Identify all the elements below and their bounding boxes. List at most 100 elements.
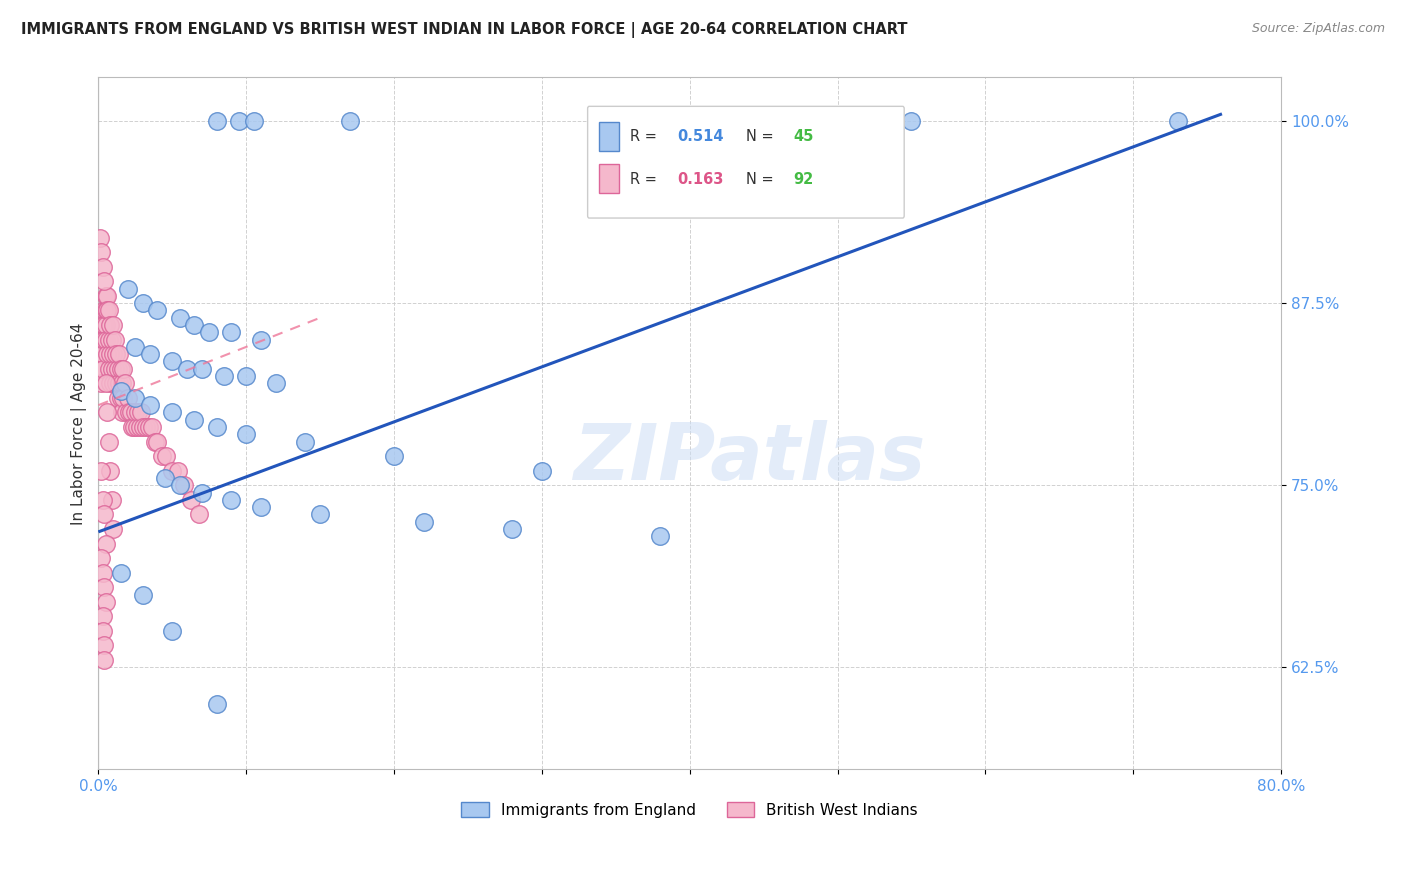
Point	[90, 245, 112, 260]
Point	[96, 347, 118, 361]
Point	[205, 114, 228, 128]
Point	[97, 361, 120, 376]
Point	[94, 376, 117, 391]
Point	[124, 340, 146, 354]
Point	[228, 114, 250, 128]
Text: ZIPatlas: ZIPatlas	[572, 420, 925, 496]
Point	[221, 326, 243, 340]
Point	[124, 391, 146, 405]
Point	[153, 471, 176, 485]
Point	[501, 522, 523, 536]
Point	[97, 303, 120, 318]
Point	[167, 464, 190, 478]
Point	[101, 376, 124, 391]
Point	[108, 347, 131, 361]
Point	[97, 434, 120, 449]
Point	[114, 376, 136, 391]
Point	[183, 318, 205, 332]
Point	[96, 405, 118, 419]
Point	[89, 230, 111, 244]
Point	[138, 420, 160, 434]
Point	[169, 478, 191, 492]
Point	[90, 464, 112, 478]
Point	[94, 318, 117, 332]
Point	[90, 347, 112, 361]
Point	[94, 333, 117, 347]
Point	[93, 508, 115, 522]
Point	[107, 361, 129, 376]
Point	[91, 624, 114, 638]
Point	[94, 536, 117, 550]
Point	[139, 398, 162, 412]
Point	[135, 420, 157, 434]
Point	[93, 653, 115, 667]
Point	[96, 303, 118, 318]
Point	[100, 333, 122, 347]
Point	[212, 369, 235, 384]
Point	[93, 639, 115, 653]
Point	[98, 318, 121, 332]
Point	[146, 434, 169, 449]
Point	[131, 587, 153, 601]
Point	[91, 260, 114, 274]
Point	[124, 405, 146, 419]
Legend: Immigrants from England, British West Indians: Immigrants from England, British West In…	[456, 796, 924, 824]
Point	[101, 522, 124, 536]
Point	[110, 384, 132, 398]
Point	[108, 376, 131, 391]
Point	[94, 595, 117, 609]
Point	[101, 347, 124, 361]
Point	[104, 333, 127, 347]
Point	[191, 361, 214, 376]
Point	[112, 391, 135, 405]
Point	[530, 464, 553, 478]
Point	[169, 310, 191, 325]
Point	[198, 326, 221, 340]
Point	[91, 609, 114, 624]
Y-axis label: In Labor Force | Age 20-64: In Labor Force | Age 20-64	[72, 322, 87, 524]
Point	[89, 347, 111, 361]
Point	[97, 333, 120, 347]
Point	[105, 376, 128, 391]
Point	[250, 333, 273, 347]
Point	[90, 361, 112, 376]
Point	[294, 434, 316, 449]
Point	[162, 405, 184, 419]
Point	[205, 697, 228, 711]
Point	[104, 361, 127, 376]
Point	[118, 405, 141, 419]
Point	[250, 500, 273, 515]
Point	[111, 405, 134, 419]
Point	[111, 376, 134, 391]
Point	[98, 464, 121, 478]
Point	[162, 464, 184, 478]
Point	[98, 376, 121, 391]
Point	[162, 624, 184, 638]
Point	[94, 289, 117, 303]
Point	[93, 580, 115, 594]
Point	[382, 449, 405, 463]
Point	[221, 492, 243, 507]
Point	[117, 391, 139, 405]
Point	[110, 566, 132, 580]
Point	[100, 361, 122, 376]
Point	[107, 391, 129, 405]
Point	[129, 405, 152, 419]
Point	[91, 333, 114, 347]
Point	[101, 318, 124, 332]
Point	[173, 478, 195, 492]
Text: Source: ZipAtlas.com: Source: ZipAtlas.com	[1251, 22, 1385, 36]
Point	[180, 492, 202, 507]
Point	[131, 420, 153, 434]
Point	[105, 347, 128, 361]
Point	[122, 420, 145, 434]
Point	[91, 492, 114, 507]
Point	[100, 492, 122, 507]
Point	[115, 405, 138, 419]
Point	[90, 333, 112, 347]
Point	[205, 420, 228, 434]
Point	[127, 405, 149, 419]
Point	[309, 508, 332, 522]
Point	[90, 376, 112, 391]
Point	[91, 318, 114, 332]
